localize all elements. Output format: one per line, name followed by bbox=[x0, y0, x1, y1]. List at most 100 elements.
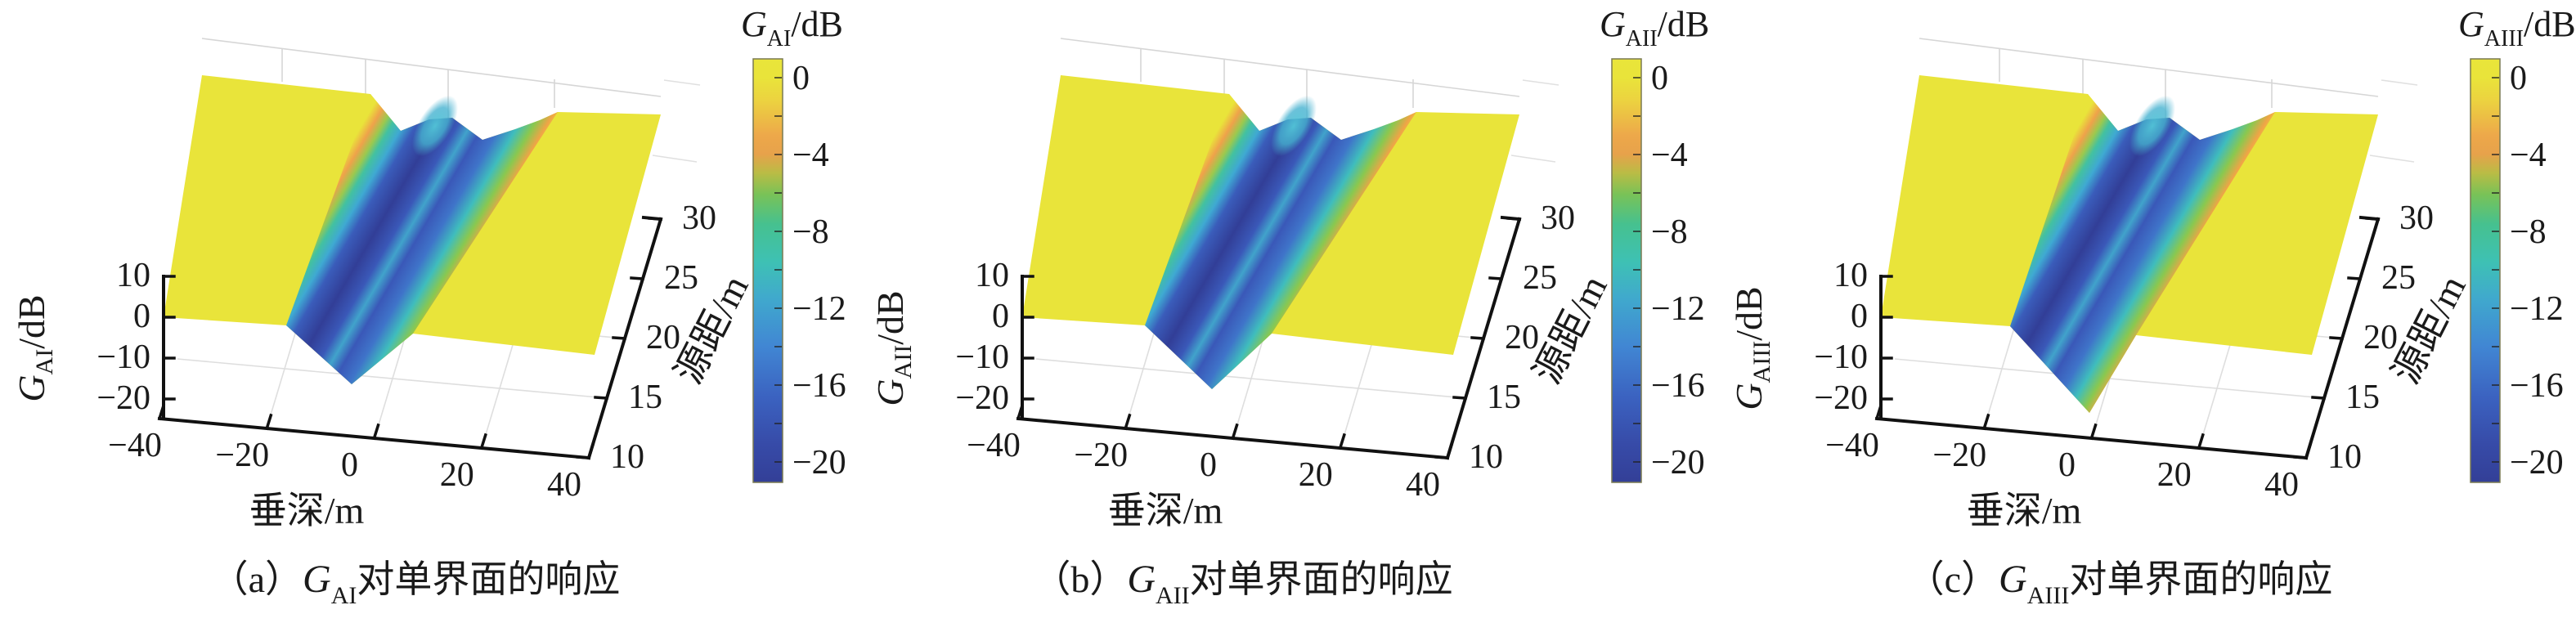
axes bbox=[157, 215, 663, 460]
y-axis-tick bbox=[2347, 276, 2362, 280]
z-tick-label: −10 bbox=[1814, 338, 1868, 376]
y-tick-label: 10 bbox=[1469, 438, 1503, 476]
valley-hump-ridge bbox=[412, 95, 458, 157]
y-tick-label: 10 bbox=[2327, 438, 2362, 476]
x-tick-label: 40 bbox=[2264, 466, 2299, 504]
panel-b: 10 0 −10 −20 −40 −20 0 20 40 10 15 20 25 30 垂深/m 源距/m GA… bbox=[859, 0, 1717, 623]
y-axis-tick bbox=[576, 455, 590, 459]
z-tick-label: 0 bbox=[1851, 298, 1868, 335]
x-axis-tick bbox=[479, 433, 487, 450]
y-tick-label: 30 bbox=[2399, 199, 2434, 237]
x-tick-label: 0 bbox=[341, 446, 358, 484]
colorbar-tick-label: −20 bbox=[1651, 444, 1705, 482]
y-axis-tick bbox=[1506, 217, 1521, 221]
x-axis-tick bbox=[2089, 423, 2098, 441]
colorbar-tick-label: −16 bbox=[2510, 367, 2564, 405]
x-axis-tick bbox=[1982, 413, 1990, 431]
y-axis-tick bbox=[2311, 396, 2326, 400]
grid-right-wall bbox=[1510, 155, 1556, 163]
z-tick-label: −10 bbox=[955, 338, 1009, 376]
x-tick-label: −20 bbox=[1932, 437, 1986, 474]
y-tick-label: 20 bbox=[646, 319, 680, 356]
y-axis-tick bbox=[630, 276, 644, 280]
y-tick-label: 15 bbox=[1487, 379, 1521, 416]
colorbar-tick-label: −8 bbox=[1651, 213, 1688, 251]
x-tick-label: 20 bbox=[2157, 456, 2192, 494]
z-tick-label: −20 bbox=[96, 379, 150, 417]
z-axis-label: GAII/dB bbox=[869, 290, 917, 406]
z-axis-label: GAI/dB bbox=[11, 294, 58, 401]
colorbar-tick-label: −12 bbox=[1651, 290, 1705, 328]
grid-right-wall bbox=[1522, 79, 1560, 86]
y-axis-tick bbox=[1488, 276, 1503, 280]
y-axis-tick bbox=[1434, 455, 1449, 459]
colorbar-tick-label: 0 bbox=[792, 60, 810, 97]
colorbar-tick-label: −16 bbox=[1651, 367, 1705, 405]
colorbar-title: GAI/dB bbox=[741, 4, 843, 52]
x-axis-tick bbox=[1874, 403, 1883, 421]
colorbar-tick-label: −20 bbox=[792, 444, 846, 482]
colorbar bbox=[1611, 58, 1642, 483]
y-tick-label: 25 bbox=[2381, 259, 2416, 297]
x-axis-label: 垂深/m bbox=[1108, 490, 1223, 531]
x-axis-tick bbox=[157, 403, 166, 421]
valley-hump-ridge bbox=[1271, 95, 1317, 157]
grid-right-wall bbox=[652, 155, 698, 163]
x-axis-tick bbox=[1338, 433, 1346, 450]
x-tick-label: 40 bbox=[1406, 466, 1440, 504]
z-tick-label: −20 bbox=[1814, 379, 1868, 417]
y-axis-tick bbox=[2293, 455, 2308, 459]
surface-valley bbox=[2010, 94, 2275, 413]
x-tick-label: −20 bbox=[1074, 437, 1128, 474]
y-tick-label: 20 bbox=[2363, 319, 2398, 356]
colorbar-title: GAIII/dB bbox=[2458, 4, 2576, 52]
grid-right-wall bbox=[2369, 155, 2415, 163]
x-tick-label: 20 bbox=[440, 456, 474, 494]
z-tick-label: −10 bbox=[96, 338, 150, 376]
y-tick-label: 25 bbox=[664, 259, 698, 297]
y-tick-label: 25 bbox=[1523, 259, 1557, 297]
y-tick-label: 15 bbox=[628, 379, 662, 416]
y-tick-label: 20 bbox=[1505, 319, 1539, 356]
x-tick-label: −40 bbox=[1825, 427, 1879, 464]
y-tick-label: 30 bbox=[682, 199, 716, 237]
grid-right-wall bbox=[663, 79, 701, 86]
colorbar-tick-label: −12 bbox=[2510, 290, 2564, 328]
x-tick-label: 20 bbox=[1299, 456, 1333, 494]
panel-c: 10 0 −10 −20 −40 −20 0 20 40 10 15 20 25 30 垂深/m 源距/m GA… bbox=[1717, 0, 2576, 623]
x-tick-label: −40 bbox=[108, 427, 162, 464]
colorbar-tick-label: −16 bbox=[792, 367, 846, 405]
surface-plot-b: 100−10−20−40 −20 0 20 401015202530垂深/m源距/mGA… bbox=[869, 4, 1709, 609]
x-axis-tick bbox=[1124, 413, 1132, 431]
x-tick-label: −40 bbox=[967, 427, 1021, 464]
y-axis-tick bbox=[2365, 217, 2380, 221]
grid-back-top bbox=[1060, 38, 1520, 97]
y-axis-tick bbox=[1452, 396, 1467, 400]
x-axis-label: 垂深/m bbox=[249, 490, 365, 531]
grid-right-wall bbox=[2381, 79, 2418, 86]
x-axis-tick bbox=[372, 423, 380, 441]
colorbar-tick-label: 0 bbox=[1651, 60, 1668, 97]
colorbar-tick-label: −12 bbox=[792, 290, 846, 328]
axes bbox=[1016, 215, 1522, 460]
panel-a: 10 0 −10 −20 −40 −20 0 20 40 10 15 20 25 30 垂深/m 源距/m GA… bbox=[0, 0, 859, 623]
colorbar-tick-label: −4 bbox=[1651, 137, 1688, 174]
z-tick-label: 0 bbox=[992, 298, 1009, 335]
valley-hump-ridge bbox=[2129, 95, 2175, 157]
y-tick-label: 15 bbox=[2345, 379, 2380, 416]
x-axis-label: 垂深/m bbox=[1967, 490, 2082, 531]
colorbar-tick-label: −4 bbox=[2510, 137, 2547, 174]
colorbar-title: GAII/dB bbox=[1600, 4, 1709, 52]
axes bbox=[1874, 215, 2381, 460]
x-axis-tick bbox=[265, 413, 273, 431]
y-tick-label: 30 bbox=[1541, 199, 1575, 237]
colorbar bbox=[752, 58, 783, 483]
x-tick-label: 0 bbox=[1200, 446, 1217, 484]
x-axis-tick bbox=[1231, 423, 1239, 441]
z-axis-label: GAIII/dB bbox=[1728, 286, 1775, 410]
x-tick-label: 40 bbox=[547, 466, 581, 504]
surface-valley bbox=[1145, 94, 1416, 389]
x-tick-label: −20 bbox=[215, 437, 269, 474]
z-tick-label: 0 bbox=[133, 298, 150, 335]
